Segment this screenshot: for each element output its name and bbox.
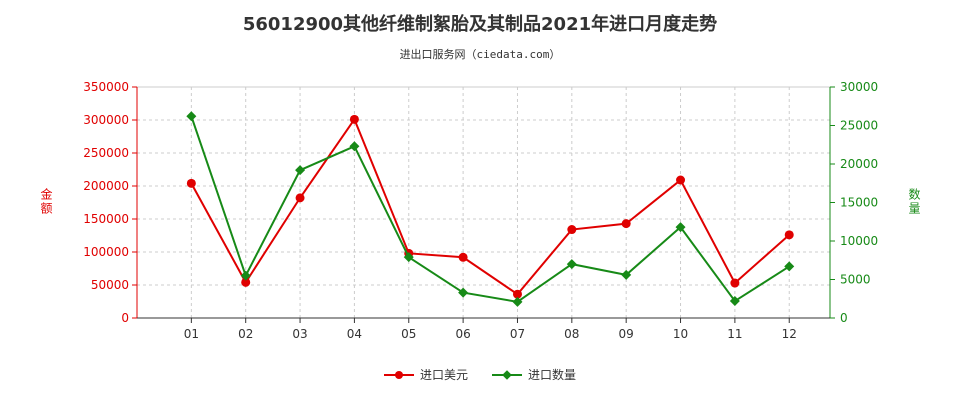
- legend-item-1[interactable]: 进口美元: [383, 366, 468, 383]
- x-tick-label: 12: [782, 327, 797, 341]
- y-right-tick-label: 5000: [840, 273, 871, 287]
- series-point-2: [240, 270, 251, 281]
- legend-label: 进口数量: [528, 368, 577, 382]
- legend: 进口美元 进口数量: [0, 366, 960, 383]
- series-point-2: [621, 269, 632, 280]
- x-tick-label: 03: [292, 327, 307, 341]
- series-point-2: [784, 261, 795, 272]
- series-point-2: [566, 259, 577, 270]
- series-point-1: [349, 114, 359, 124]
- x-tick-label: 04: [347, 327, 362, 341]
- y-axis-left-title: 金额: [39, 188, 53, 216]
- y-left-tick-label: 100000: [83, 245, 129, 259]
- x-tick-label: 09: [619, 327, 634, 341]
- y-axis-right-title: 数量: [907, 188, 921, 216]
- y-left-tick-label: 300000: [83, 113, 129, 127]
- y-left-tick-label: 150000: [83, 212, 129, 226]
- legend-item-2[interactable]: 进口数量: [492, 366, 576, 383]
- series-point-2: [295, 165, 306, 176]
- series-point-1: [295, 193, 305, 203]
- x-tick-label: 11: [727, 327, 742, 341]
- y-right-tick-label: 20000: [840, 157, 878, 171]
- y-right-tick-label: 0: [840, 311, 848, 325]
- legend-swatch: [383, 370, 414, 380]
- plot-area: [136, 86, 831, 319]
- series-point-1: [676, 175, 686, 185]
- x-tick-label: 05: [401, 327, 416, 341]
- series-line-1: [190, 117, 790, 296]
- series-point-1: [730, 278, 740, 288]
- legend-label: 进口美元: [419, 368, 468, 382]
- x-tick-label: 08: [564, 327, 579, 341]
- x-tick-label: 10: [673, 327, 688, 341]
- series-point-1: [458, 252, 468, 262]
- x-tick-label: 02: [238, 327, 253, 341]
- series-point-2: [349, 141, 360, 152]
- series-point-2: [512, 296, 523, 307]
- y-left-tick-label: 350000: [83, 80, 129, 94]
- y-left-tick-label: 0: [121, 311, 129, 325]
- series-point-1: [186, 178, 196, 188]
- chart-title: 56012900其他纤维制絮胎及其制品2021年进口月度走势: [242, 14, 718, 35]
- series-point-2: [675, 222, 686, 233]
- series-line-2: [190, 115, 790, 303]
- legend-swatch: [492, 369, 522, 380]
- series-point-1: [567, 225, 577, 235]
- y-left-tick-label: 200000: [83, 179, 129, 193]
- y-left-tick-label: 250000: [83, 146, 129, 160]
- x-tick-label: 07: [510, 327, 525, 341]
- y-right-tick-label: 15000: [840, 196, 878, 210]
- series-point-1: [784, 230, 794, 240]
- series-point-2: [186, 111, 197, 122]
- chart-subtitle: 进出口服务网（ciedata.com）: [399, 48, 561, 61]
- x-tick-label: 01: [184, 327, 199, 341]
- y-left-tick-label: 50000: [91, 278, 129, 292]
- series-point-2: [729, 296, 740, 307]
- series-point-2: [403, 252, 414, 263]
- y-right-tick-label: 25000: [840, 119, 878, 133]
- series-point-2: [458, 287, 469, 298]
- x-tick-label: 06: [455, 327, 470, 341]
- series-point-1: [512, 289, 522, 299]
- y-right-tick-label: 10000: [840, 234, 878, 248]
- y-right-tick-label: 30000: [840, 80, 878, 94]
- series-point-1: [241, 277, 251, 287]
- series-point-1: [621, 219, 631, 229]
